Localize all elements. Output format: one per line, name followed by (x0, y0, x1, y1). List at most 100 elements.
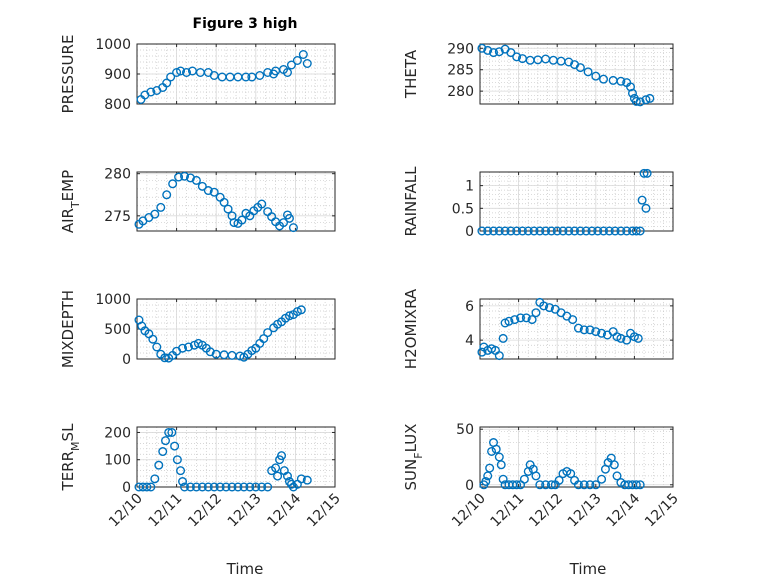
data-point (622, 226, 632, 236)
x-tick-label: 12/12 (185, 491, 225, 531)
data-point (523, 226, 533, 236)
data-point (160, 353, 170, 363)
data-point (167, 427, 177, 437)
data-point (259, 334, 269, 344)
data-point (221, 482, 231, 492)
data-point (535, 226, 545, 236)
y-axis-label: PRESSURE (59, 35, 77, 114)
y-tick-label: 0 (465, 478, 474, 494)
data-point (197, 181, 207, 191)
y-tick-label: 0.5 (452, 201, 474, 217)
data-point (296, 305, 306, 315)
data-point (604, 226, 614, 236)
axes-frame (479, 298, 674, 360)
data-point (263, 328, 273, 338)
data-point (150, 209, 160, 219)
data-point (284, 311, 294, 321)
data-point (286, 60, 296, 70)
y-tick-label: 6 (465, 299, 474, 315)
data-point (591, 480, 601, 490)
y-axis-label-main: AIR (59, 208, 77, 233)
y-axis-label: AIRTEMP (59, 170, 82, 233)
data-point (541, 480, 551, 490)
data-point (610, 226, 620, 236)
data-point (168, 179, 178, 189)
figure-title: Figure 3 high (193, 16, 298, 32)
y-tick-label: 50 (456, 422, 474, 438)
data-point (609, 460, 619, 470)
data-point (489, 226, 499, 236)
data-point (154, 460, 164, 470)
data-point (288, 223, 298, 233)
data-point (566, 469, 576, 479)
data-point (642, 168, 652, 178)
y-axis-label-rest: SL (59, 423, 77, 442)
data-point (635, 226, 645, 236)
plot-area (137, 172, 335, 231)
data-point (575, 226, 585, 236)
data-point (494, 351, 504, 361)
data-point (517, 226, 527, 236)
data-point (292, 56, 302, 66)
data-point (142, 482, 152, 492)
data-point (178, 343, 188, 353)
data-point (146, 87, 156, 97)
axes-frame (479, 426, 674, 488)
data-point (626, 82, 636, 92)
data-point (477, 43, 487, 53)
data-point (641, 95, 651, 105)
data-point (597, 328, 607, 338)
data-point (279, 218, 289, 228)
y-axis-label-rest: EMP (59, 170, 77, 201)
data-point (506, 48, 516, 58)
data-point (209, 482, 219, 492)
data-point (591, 327, 601, 337)
data-point (150, 474, 160, 484)
data-point (519, 474, 529, 484)
data-point (191, 482, 201, 492)
y-tick-label: 0 (122, 480, 131, 496)
data-point (146, 482, 156, 492)
y-axis-label: H2OMIXRA (402, 288, 420, 369)
data-point (302, 59, 312, 69)
data-point (593, 226, 603, 236)
data-point (172, 455, 182, 465)
data-point (564, 226, 574, 236)
data-point (223, 204, 233, 214)
data-point (296, 474, 306, 484)
data-point (269, 69, 279, 79)
subplot-air_temp: 275 280 AIRTEMP (59, 167, 336, 233)
data-point (197, 482, 207, 492)
data-point (172, 67, 182, 77)
data-point (612, 471, 622, 481)
data-point (161, 436, 171, 446)
subplot-terr_msl: 12/10 12/11 12/12 12/13 12/14 12/15 0 100 200 TER… (59, 423, 344, 530)
y-tick-label: 0 (122, 352, 131, 368)
data-point (504, 316, 514, 326)
data-point (541, 226, 551, 236)
y-tick-label: 4 (465, 333, 474, 349)
data-point (498, 333, 508, 343)
y-axis-label-main: THETA (402, 49, 420, 99)
data-point (637, 195, 647, 205)
data-point (284, 213, 294, 223)
data-point (477, 226, 487, 236)
data-point (203, 186, 213, 196)
subplot-h2omixra: 4 6 H2OMIXRA (402, 288, 674, 369)
data-point (162, 78, 172, 88)
y-axis-label: RAINFALL (402, 166, 420, 237)
data-point (516, 313, 526, 323)
subplot-rainfall: 0 0.5 1 RAINFALL (402, 166, 674, 240)
y-axis-label-main: MIXDEPTH (59, 290, 77, 368)
data-point (257, 199, 267, 209)
data-point (174, 172, 184, 182)
data-point (477, 347, 487, 357)
data-point (180, 171, 190, 181)
data-point (599, 74, 609, 84)
data-point (227, 482, 237, 492)
data-point (539, 301, 549, 311)
x-tick-label: 12/11 (146, 491, 186, 531)
x-tick-label: 12/13 (225, 491, 265, 531)
data-point (282, 67, 292, 77)
